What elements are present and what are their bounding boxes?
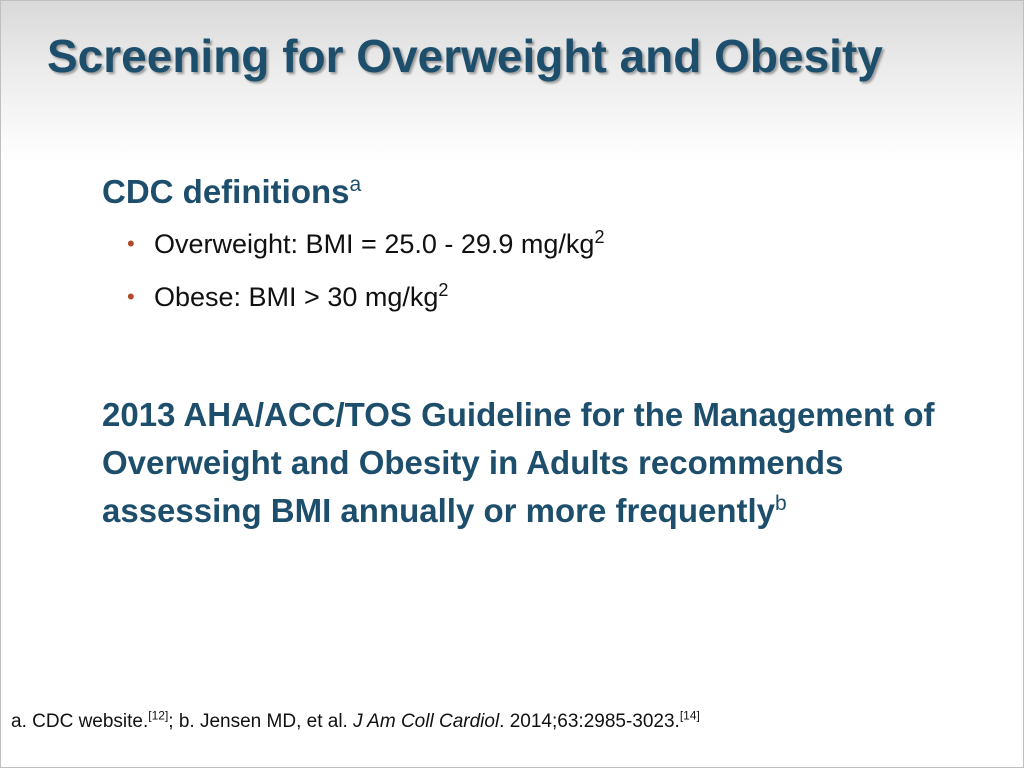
bullet-superscript: 2: [438, 280, 449, 300]
bullet-text: Obese: BMI > 30 mg/kg: [154, 282, 439, 312]
guideline-statement: 2013 AHA/ACC/TOS Guideline for the Manag…: [102, 391, 962, 535]
footnote-part3: . 2014;63:2985-3023.: [499, 711, 680, 732]
references-footnote: a. CDC website.[12]; b. Jensen MD, et al…: [11, 708, 700, 733]
bullet-dot-icon: •: [127, 284, 135, 309]
slide-title: Screening for Overweight and Obesity: [47, 30, 883, 82]
bullet-text: Overweight: BMI = 25.0 - 29.9 mg/kg: [154, 229, 595, 259]
guideline-text: 2013 AHA/ACC/TOS Guideline for the Manag…: [102, 396, 935, 529]
footnote-journal: J Am Coll Cardiol: [353, 711, 500, 732]
guideline-footnote-marker: b: [775, 492, 787, 515]
footnote-ref2: [14]: [679, 708, 700, 723]
footnote-part2: ; b. Jensen MD, et al.: [168, 711, 354, 732]
list-item-obese: • Obese: BMI > 30 mg/kg2: [127, 280, 604, 314]
bullet-dot-icon: •: [127, 231, 135, 256]
cdc-heading-footnote-marker: a: [349, 173, 362, 196]
cdc-definitions-list: • Overweight: BMI = 25.0 - 29.9 mg/kg2 • O…: [127, 227, 604, 333]
list-item-overweight: • Overweight: BMI = 25.0 - 29.9 mg/kg2: [127, 227, 604, 261]
cdc-heading-text: CDC definitions: [102, 173, 350, 210]
bullet-superscript: 2: [594, 227, 605, 247]
footnote-part1: a. CDC website.: [11, 711, 149, 732]
cdc-definitions-heading: CDC definitionsa: [102, 173, 361, 211]
footnote-ref1: [12]: [148, 708, 169, 723]
